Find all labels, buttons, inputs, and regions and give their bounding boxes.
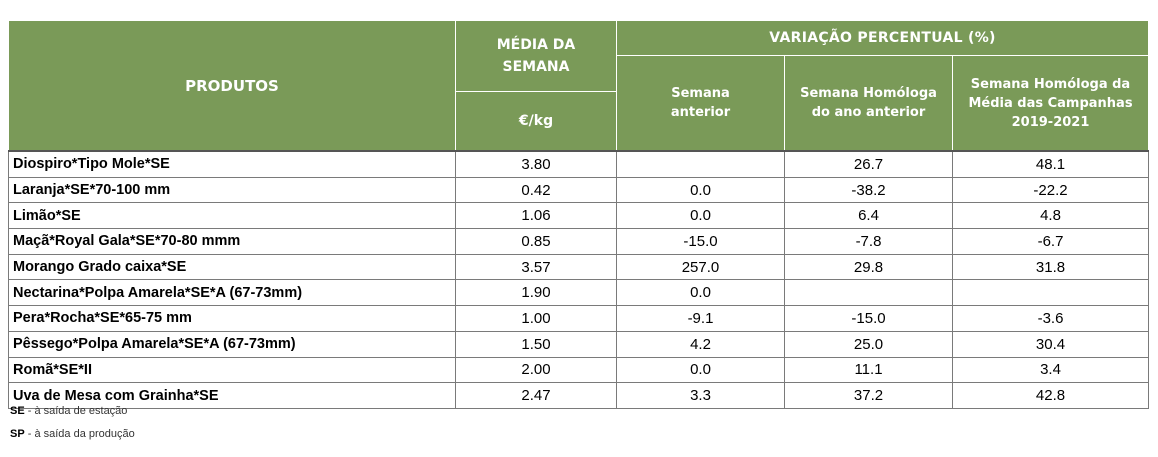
media-value: 3.57: [455, 253, 617, 281]
semana-anterior-value: -15.0: [616, 228, 785, 255]
header-media-line2: SEMANA: [502, 59, 570, 75]
semana-anterior-value: 0.0: [616, 176, 785, 204]
product-name: Laranja*SE*70-100 mm: [8, 176, 456, 204]
product-name: Nectarina*Polpa Amarela*SE*A (67-73mm): [8, 279, 456, 307]
semana-anterior-value: -9.1: [616, 305, 785, 332]
header-unit: €/kg: [455, 91, 617, 152]
header-media-semana: MÉDIA DA SEMANA: [455, 20, 617, 92]
footnote-sp-abbr: SP: [10, 428, 25, 440]
media-value: 1.90: [455, 279, 617, 307]
table-row: Pêssego*Polpa Amarela*SE*A (67-73mm) 1.5…: [8, 330, 1150, 358]
table-row: Uva de Mesa com Grainha*SE 2.47 3.3 37.2…: [8, 382, 1150, 409]
product-name: Pêssego*Polpa Amarela*SE*A (67-73mm): [8, 330, 456, 358]
media-value: 0.42: [455, 176, 617, 204]
footnote-se-text: - à saída de estação: [24, 405, 128, 417]
semana-anterior-value: 3.3: [616, 382, 785, 409]
semana-anterior-value: 0.0: [616, 356, 785, 384]
media-value: 0.85: [455, 228, 617, 255]
homologa-value: 37.2: [784, 382, 953, 409]
product-name: Pera*Rocha*SE*65-75 mm: [8, 305, 456, 332]
table-row: Diospiro*Tipo Mole*SE 3.80 26.7 48.1: [8, 149, 1150, 178]
header-sub1-line2: anterior: [670, 105, 731, 120]
header-sub2-line1: Semana Homóloga: [800, 86, 937, 101]
semana-anterior-value: 4.2: [616, 330, 785, 358]
header-produtos: PRODUTOS: [8, 20, 456, 152]
footnote-se: SE - à saída de estação: [10, 405, 127, 417]
campanhas-value: 3.4: [951, 356, 1150, 384]
campanhas-value: 48.1: [951, 149, 1150, 178]
table-row: Limão*SE 1.06 0.0 6.4 4.8: [8, 202, 1150, 230]
product-name: Morango Grado caixa*SE: [8, 253, 456, 281]
footnote-sp: SP - à saída da produção: [10, 428, 135, 440]
product-name: Maçã*Royal Gala*SE*70-80 mmm: [8, 228, 456, 255]
homologa-value: 11.1: [784, 356, 953, 384]
table-row: Nectarina*Polpa Amarela*SE*A (67-73mm) 1…: [8, 279, 1150, 307]
campanhas-value: 30.4: [951, 330, 1150, 358]
table-row: Romã*SE*II 2.00 0.0 11.1 3.4: [8, 356, 1150, 384]
semana-anterior-value: 0.0: [616, 279, 785, 307]
prices-table: PRODUTOS MÉDIA DA SEMANA VARIAÇÃO PERCEN…: [8, 20, 1150, 409]
header-semana-homologa-campanhas: Semana Homóloga da Média das Campanhas 2…: [951, 55, 1150, 152]
header-semana-homologa: Semana Homóloga do ano anterior: [784, 55, 953, 152]
table-row: Maçã*Royal Gala*SE*70-80 mmm 0.85 -15.0 …: [8, 228, 1150, 255]
campanhas-value: 31.8: [951, 253, 1150, 281]
footnote-sp-text: - à saída da produção: [24, 428, 135, 440]
header-semana-anterior: Semana anterior: [616, 55, 785, 152]
homologa-value: 25.0: [784, 330, 953, 358]
homologa-value: [784, 279, 953, 307]
table-row: Morango Grado caixa*SE 3.57 257.0 29.8 3…: [8, 253, 1150, 281]
header-variacao-percentual: VARIAÇÃO PERCENTUAL (%): [615, 20, 1150, 56]
campanhas-value: 4.8: [951, 202, 1150, 230]
header-sub3-line3: 2019-2021: [1011, 114, 1090, 130]
homologa-value: -38.2: [784, 176, 953, 204]
header-sub3-line1: Semana Homóloga da: [970, 76, 1131, 92]
media-value: 1.50: [455, 330, 617, 358]
semana-anterior-value: [616, 149, 785, 178]
product-name: Uva de Mesa com Grainha*SE: [8, 382, 456, 409]
footnote-se-abbr: SE: [10, 405, 25, 417]
homologa-value: -7.8: [784, 228, 953, 255]
semana-anterior-value: 0.0: [616, 202, 785, 230]
table-row: Laranja*SE*70-100 mm 0.42 0.0 -38.2 -22.…: [8, 176, 1150, 204]
header-media-line1: MÉDIA DA: [496, 37, 576, 53]
homologa-value: 29.8: [784, 253, 953, 281]
media-value: 1.06: [455, 202, 617, 230]
homologa-value: 26.7: [784, 149, 953, 178]
product-name: Romã*SE*II: [8, 356, 456, 384]
header-sub2-line2: do ano anterior: [811, 105, 926, 120]
media-value: 2.47: [455, 382, 617, 409]
media-value: 1.00: [455, 305, 617, 332]
product-name: Limão*SE: [8, 202, 456, 230]
product-name: Diospiro*Tipo Mole*SE: [8, 149, 456, 178]
header-sub3-line2: Média das Campanhas: [968, 95, 1133, 111]
homologa-value: -15.0: [784, 305, 953, 332]
campanhas-value: -3.6: [951, 305, 1150, 332]
semana-anterior-value: 257.0: [616, 253, 785, 281]
media-value: 3.80: [455, 149, 617, 178]
campanhas-value: -22.2: [951, 176, 1150, 204]
table-row: Pera*Rocha*SE*65-75 mm 1.00 -9.1 -15.0 -…: [8, 305, 1150, 332]
homologa-value: 6.4: [784, 202, 953, 230]
media-value: 2.00: [455, 356, 617, 384]
header-sub1-line1: Semana: [671, 86, 730, 101]
campanhas-value: -6.7: [951, 228, 1150, 255]
campanhas-value: [951, 279, 1150, 307]
campanhas-value: 42.8: [951, 382, 1150, 409]
